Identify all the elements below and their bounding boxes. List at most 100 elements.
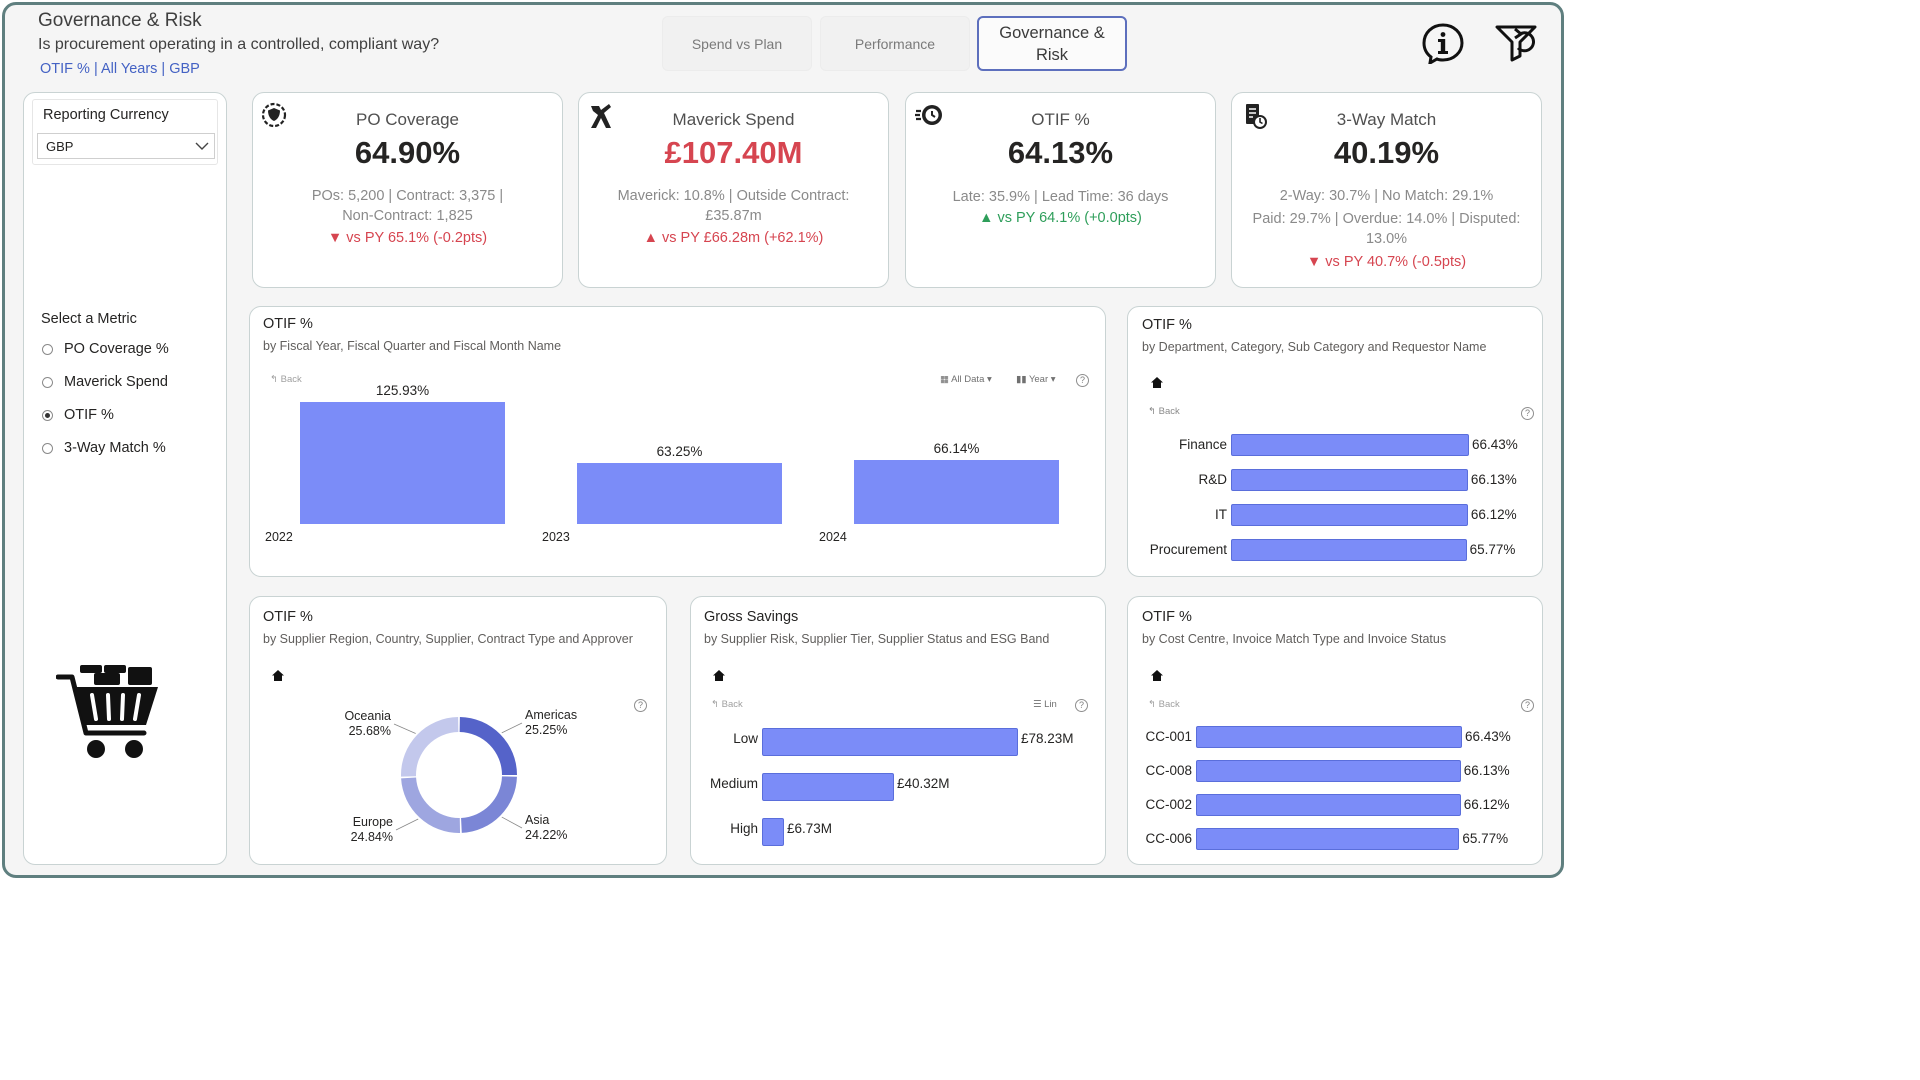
bar-R&D[interactable] [1231, 469, 1468, 491]
currency-dropdown[interactable]: GBP [37, 133, 215, 159]
slice-value-label: 24.22% [525, 828, 567, 842]
home-icon[interactable] [713, 670, 725, 681]
slice-oceania[interactable] [401, 717, 459, 777]
metric-option-3-way-match[interactable]: 3-Way Match % [42, 440, 166, 456]
kpi-card-maverick-spend[interactable]: Maverick Spend £107.40M Maverick: 10.8% … [578, 92, 889, 288]
bar-High[interactable] [762, 818, 785, 846]
visual-title: OTIF % [263, 316, 313, 332]
axis-label: 2023 [542, 530, 570, 544]
kpi-title: PO Coverage [356, 110, 459, 129]
data-label: 66.43% [1472, 437, 1518, 452]
radio-button[interactable] [42, 442, 53, 454]
kpi-detail: POs: 5,200 | Contract: 3,375 | [311, 188, 504, 204]
home-icon[interactable] [1151, 377, 1163, 388]
tab-label-line1: Governance & [999, 23, 1105, 42]
option-label: Maverick Spend [64, 374, 168, 390]
kpi-value: 64.13% [1007, 135, 1114, 170]
tab-performance[interactable]: Performance [820, 16, 970, 71]
kpi-value: 40.19% [1333, 135, 1440, 170]
fiscal-bar-plot: 125.93% 2022 63.25% 2023 66.14% 2024 [250, 307, 1107, 578]
category-label: Procurement [1149, 542, 1227, 557]
tab-governance-risk[interactable]: Governance & Risk [977, 16, 1127, 71]
invoice-icon [1246, 104, 1267, 129]
chevron-down-icon [195, 142, 209, 150]
bar-Medium[interactable] [762, 773, 894, 801]
kpi-card-otif[interactable]: OTIF % 64.13% Late: 35.9% | Lead Time: 3… [905, 92, 1216, 288]
slice-asia[interactable] [461, 776, 517, 833]
kpi-detail: £35.87m [705, 208, 762, 224]
help-icon[interactable]: ? [1521, 407, 1534, 420]
kpi-comparison: ▲ vs PY £66.28m (+62.1%) [643, 230, 824, 246]
slice-americas[interactable] [459, 717, 517, 776]
data-label: 66.43% [1465, 729, 1511, 744]
bar-2023[interactable] [577, 462, 782, 524]
bar-CC-002[interactable] [1196, 794, 1461, 816]
year-dropdown[interactable]: ▮▮ Year ▾ [1016, 374, 1056, 385]
leader-line [501, 816, 523, 829]
slice-category-label: Oceania [344, 709, 391, 723]
tab-label: Performance [854, 35, 936, 52]
all-data-dropdown[interactable]: ▦ All Data ▾ [940, 374, 992, 385]
kpi-comparison: ▲ vs PY 64.1% (+0.0pts) [979, 210, 1142, 226]
category-label: CC-008 [1145, 763, 1192, 778]
visual-title: OTIF % [1142, 609, 1192, 625]
savings-chart-card: Gross Savings by Supplier Risk, Supplier… [690, 596, 1106, 865]
info-icon[interactable] [1421, 22, 1465, 64]
region-chart-card: OTIF % by Supplier Region, Country, Supp… [249, 596, 667, 865]
tab-spend-vs-plan[interactable]: Spend vs Plan [662, 16, 812, 71]
cost-centre-chart-card: OTIF % by Cost Centre, Invoice Match Typ… [1127, 596, 1543, 865]
home-icon[interactable] [272, 670, 284, 681]
category-label: Finance [1178, 437, 1227, 452]
metric-option-po-coverage[interactable]: PO Coverage % [42, 341, 169, 357]
scale-label: Lin [1044, 699, 1057, 710]
page-subtitle: Is procurement operating in a controlled… [38, 36, 440, 53]
kpi-card-3-way-match[interactable]: 3-Way Match 40.19% 2-Way: 30.7% | No Mat… [1231, 92, 1542, 288]
radio-button-selected[interactable] [42, 409, 53, 421]
tab-label: Spend vs Plan [691, 35, 783, 52]
bar-2024[interactable] [854, 459, 1059, 524]
bar-2022[interactable] [300, 401, 505, 524]
drill-back-button[interactable]: ↰ Back [1148, 699, 1180, 710]
kpi-card-po-coverage[interactable]: PO Coverage 64.90% POs: 5,200 | Contract… [252, 92, 563, 288]
drill-back-button[interactable]: ↰ Back [270, 374, 302, 385]
data-label: 65.77% [1469, 542, 1516, 557]
slice-value-label: 25.25% [525, 723, 567, 737]
bar-CC-008[interactable] [1196, 760, 1461, 782]
slice-value-label: 25.68% [349, 724, 391, 738]
bar-CC-001[interactable] [1196, 726, 1462, 748]
kpi-title: Maverick Spend [672, 110, 795, 129]
visual-subtitle: by Department, Category, Sub Category an… [1142, 340, 1487, 354]
visual-title: OTIF % [263, 609, 313, 625]
data-label: 125.93% [375, 382, 430, 398]
bar-Low[interactable] [762, 728, 1018, 756]
bar-IT[interactable] [1231, 504, 1468, 526]
tab-label-line2: Risk [1035, 45, 1069, 64]
option-label: 3-Way Match % [64, 440, 166, 456]
bar-Procurement[interactable] [1231, 539, 1467, 561]
kpi-detail: 2-Way: 30.7% | No Match: 29.1% [1279, 188, 1494, 204]
drill-back-button[interactable]: ↰ Back [711, 699, 743, 710]
help-icon[interactable]: ? [1075, 699, 1088, 712]
metric-option-maverick-spend[interactable]: Maverick Spend [42, 374, 168, 390]
radio-button[interactable] [42, 343, 53, 355]
option-label: OTIF % [64, 407, 114, 423]
data-label: 66.13% [1470, 472, 1517, 487]
reset-filter-icon[interactable] [1494, 22, 1538, 64]
kpi-value: £107.40M [664, 135, 803, 170]
help-icon[interactable]: ? [1076, 374, 1089, 387]
slice-europe[interactable] [401, 777, 461, 833]
home-icon[interactable] [1151, 670, 1163, 681]
help-icon[interactable]: ? [634, 699, 647, 712]
data-label: £6.73M [787, 821, 833, 836]
currency-value: GBP [46, 139, 74, 154]
drill-back-button[interactable]: ↰ Back [1148, 406, 1180, 417]
data-label: 66.12% [1470, 507, 1517, 522]
data-label: 66.14% [933, 440, 980, 456]
radio-button[interactable] [42, 376, 53, 388]
currency-label: Reporting Currency [43, 107, 169, 123]
help-icon[interactable]: ? [1521, 699, 1534, 712]
bar-Finance[interactable] [1231, 434, 1469, 456]
bar-CC-006[interactable] [1196, 828, 1460, 850]
metric-option-otif[interactable]: OTIF % [42, 407, 114, 423]
scale-toggle[interactable]: ☰ Lin [1033, 699, 1057, 710]
